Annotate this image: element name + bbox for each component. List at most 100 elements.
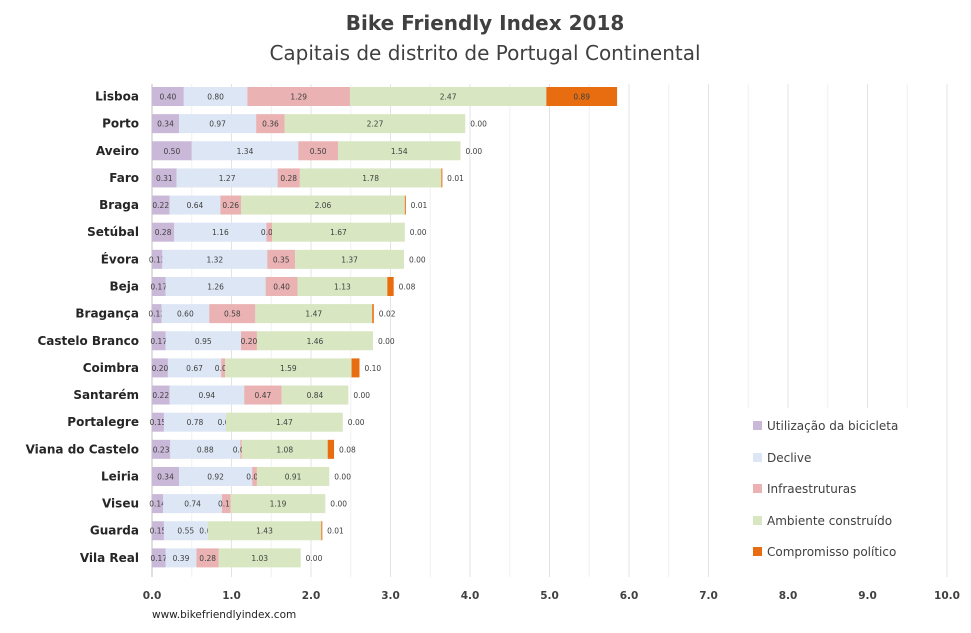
data-label-braganca-infraestruturas: 0.58	[224, 310, 241, 319]
bar-lisboa-declive	[183, 87, 248, 106]
data-label-leiria-declive: 0.92	[207, 472, 224, 481]
data-label-portalegre-compromisso-politico: 0.00	[348, 418, 365, 427]
data-label-braga-infraestruturas: 0.26	[222, 201, 239, 210]
bar-braganca-utilizacao-da-bicicleta	[152, 304, 162, 324]
bar-setubal-ambiente-construido	[272, 222, 405, 242]
data-label-braganca-ambiente-construido: 1.47	[305, 310, 322, 319]
bar-coimbra-infraestruturas	[221, 358, 226, 378]
data-label-vila-real-ambiente-construido: 1.03	[251, 554, 268, 563]
category-label-leiria: Leiria	[101, 469, 139, 483]
category-labels: Lisboa Porto Aveiro Faro Braga Setúbal Évora Be…	[26, 90, 139, 565]
x-axis-tick-labels: 0.0 1.0 2.0 3.0 4.0 5.0 6.0 7.0 8.0 9.0 10.0	[143, 590, 960, 602]
bar-viana-do-castelo-ambiente-construido	[241, 439, 328, 459]
x-tick-label: 0.0	[143, 590, 162, 602]
bar-porto-infraestruturas	[256, 114, 285, 134]
bar-guarda-compromisso-politico	[321, 521, 323, 541]
bar-castelo-branco-utilizacao-da-bicicleta	[152, 331, 166, 351]
data-label-setubal-ambiente-construido: 1.67	[330, 228, 347, 237]
bar-braga-ambiente-construido	[241, 195, 405, 215]
bar-viana-do-castelo-compromisso-politico	[327, 439, 335, 459]
x-tick-label: 5.0	[540, 590, 559, 602]
bar-vila-real-ambiente-construido	[218, 548, 301, 568]
x-tick-label: 3.0	[381, 590, 400, 602]
bar-coimbra-declive	[167, 358, 222, 378]
bar-lisboa-utilizacao-da-bicicleta	[152, 87, 184, 106]
bar-setubal-infraestruturas	[266, 222, 273, 242]
category-label-vila-real: Vila Real	[80, 551, 139, 565]
data-label-lisboa-utilizacao-da-bicicleta: 0.40	[160, 93, 177, 102]
legend-label-declive: Declive	[767, 451, 811, 465]
bar-evora-utilizacao-da-bicicleta	[152, 249, 163, 269]
data-label-viana-do-castelo-infraestruturas: 0.02	[233, 445, 250, 454]
bar-lisboa-infraestruturas	[247, 87, 350, 106]
data-label-coimbra-utilizacao-da-bicicleta: 0.20	[152, 364, 169, 373]
bar-leiria-infraestruturas	[252, 466, 257, 486]
data-label-braga-ambiente-construido: 2.06	[315, 201, 332, 210]
bar-braganca-compromisso-politico	[372, 304, 374, 324]
data-label-castelo-branco-ambiente-construido: 1.46	[307, 337, 324, 346]
bar-castelo-branco-ambiente-construido	[256, 331, 374, 351]
data-label-guarda-compromisso-politico: 0.01	[327, 527, 344, 536]
bar-braga-infraestruturas	[220, 195, 242, 215]
data-label-santarem-compromisso-politico: 0.00	[353, 391, 370, 400]
legend-swatch-ambiente-construido	[753, 516, 762, 525]
data-label-vila-real-declive: 0.39	[173, 554, 190, 563]
category-label-faro: Faro	[109, 171, 139, 185]
chart-subtitle: Capitais de distrito de Portugal Contine…	[269, 41, 700, 65]
bar-faro-infraestruturas	[277, 168, 300, 188]
data-label-leiria-compromisso-politico: 0.00	[334, 472, 351, 481]
data-label-leiria-infraestruturas: 0.06	[246, 472, 263, 481]
data-label-faro-infraestruturas: 0.28	[280, 174, 297, 183]
legend-label-ambiente-construido: Ambiente construído	[767, 514, 892, 528]
bar-beja-declive	[165, 276, 266, 296]
bar-santarem-infraestruturas	[244, 385, 282, 405]
legend-background	[740, 408, 945, 578]
bar-porto-utilizacao-da-bicicleta	[152, 114, 180, 134]
data-label-leiria-utilizacao-da-bicicleta: 0.34	[157, 472, 174, 481]
category-label-castelo-branco: Castelo Branco	[37, 334, 139, 348]
data-label-portalegre-utilizacao-da-bicicleta: 0.15	[150, 418, 167, 427]
data-label-guarda-ambiente-construido: 1.43	[256, 527, 273, 536]
category-label-lisboa: Lisboa	[95, 90, 139, 104]
data-label-portalegre-declive: 0.78	[187, 418, 204, 427]
bar-beja-compromisso-politico	[387, 276, 394, 296]
bar-setubal-declive	[174, 222, 267, 242]
data-label-coimbra-infraestruturas: 0.05	[215, 364, 232, 373]
data-label-castelo-branco-utilizacao-da-bicicleta: 0.17	[150, 337, 167, 346]
bar-santarem-ambiente-construido	[281, 385, 349, 405]
bar-vila-real-declive	[165, 548, 197, 568]
category-label-braga: Braga	[99, 198, 139, 212]
data-label-porto-ambiente-construido: 2.27	[367, 120, 384, 129]
bar-lisboa-compromisso-politico	[546, 87, 618, 106]
data-label-faro-ambiente-construido: 1.78	[362, 174, 379, 183]
x-tick-label: 1.0	[222, 590, 241, 602]
x-tick-label: 10.0	[934, 590, 960, 602]
bar-viseu-infraestruturas	[221, 494, 231, 514]
bar-viana-do-castelo-declive	[170, 439, 241, 459]
data-label-porto-utilizacao-da-bicicleta: 0.34	[157, 120, 174, 129]
category-label-viseu: Viseu	[102, 497, 139, 511]
category-label-beja: Beja	[110, 279, 140, 293]
bar-portalegre-utilizacao-da-bicicleta	[152, 412, 164, 432]
data-label-braganca-utilizacao-da-bicicleta: 0.12	[148, 310, 165, 319]
category-label-guarda: Guarda	[90, 524, 139, 538]
data-label-vila-real-infraestruturas: 0.28	[199, 554, 216, 563]
bar-faro-utilizacao-da-bicicleta	[152, 168, 177, 188]
x-tick-label: 7.0	[699, 590, 718, 602]
bar-aveiro-declive	[191, 141, 299, 161]
bar-leiria-ambiente-construido	[256, 466, 330, 486]
data-label-aveiro-infraestruturas: 0.50	[310, 147, 327, 156]
bar-aveiro-infraestruturas	[298, 141, 339, 161]
data-label-beja-ambiente-construido: 1.13	[334, 282, 351, 291]
bar-lisboa-ambiente-construido	[349, 87, 547, 106]
data-label-viseu-declive: 0.74	[184, 500, 201, 509]
gridlines	[151, 84, 948, 577]
data-label-evora-utilizacao-da-bicicleta: 0.13	[149, 255, 166, 264]
bar-leiria-declive	[179, 466, 253, 486]
data-label-faro-declive: 1.27	[219, 174, 236, 183]
legend-swatch-utilizacao-da-bicicleta	[753, 421, 762, 430]
bar-aveiro-ambiente-construido	[338, 141, 461, 161]
x-tick-label: 8.0	[779, 590, 798, 602]
data-label-beja-declive: 1.26	[207, 282, 224, 291]
